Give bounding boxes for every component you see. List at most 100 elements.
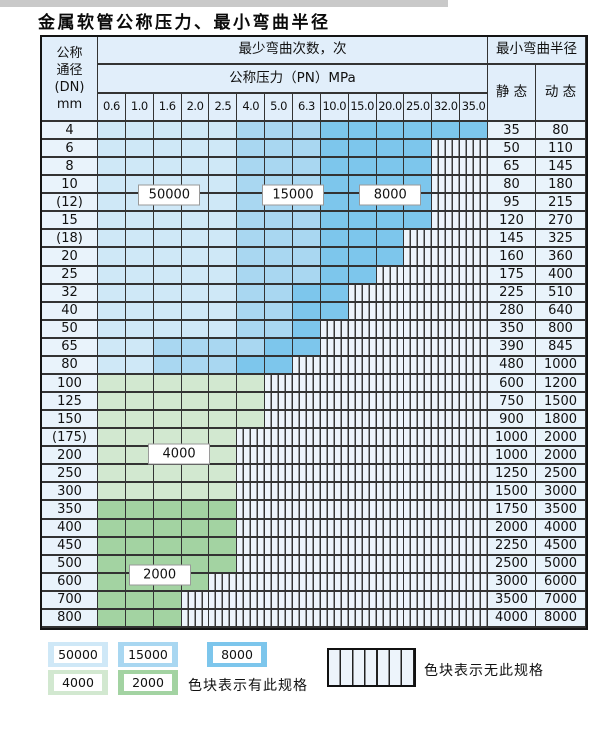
dynamic-radius-cell: 1800 bbox=[536, 411, 586, 430]
spec-cell bbox=[209, 194, 238, 213]
spec-cell bbox=[404, 212, 433, 231]
dynamic-radius-cell: 640 bbox=[536, 302, 586, 321]
spec-cell bbox=[320, 338, 349, 357]
spec-cell bbox=[293, 573, 321, 592]
spec-cell bbox=[265, 483, 293, 502]
spec-cell bbox=[237, 302, 266, 321]
spec-cell bbox=[348, 374, 377, 394]
static-radius-cell: 175 bbox=[488, 266, 536, 285]
static-radius-cell: 4000 bbox=[488, 609, 536, 628]
spec-cell bbox=[209, 122, 238, 141]
legend-swatch-15000: 15000 bbox=[118, 642, 178, 667]
spec-cell bbox=[265, 591, 293, 610]
spec-cell bbox=[293, 429, 321, 448]
spec-cell bbox=[460, 519, 488, 538]
dn-label: 300 bbox=[42, 483, 98, 502]
spec-cell bbox=[265, 573, 293, 592]
static-radius-cell: 900 bbox=[488, 411, 536, 430]
dn-label: 4 bbox=[42, 122, 98, 141]
spec-cell bbox=[181, 122, 210, 141]
spec-cell bbox=[348, 429, 377, 448]
static-radius-cell: 280 bbox=[488, 302, 536, 321]
spec-cell bbox=[265, 266, 293, 285]
spec-cell bbox=[320, 194, 349, 213]
spec-cell bbox=[404, 356, 433, 375]
spec-cell bbox=[265, 429, 293, 448]
legend-swatch-2000: 2000 bbox=[118, 670, 178, 695]
spec-cell bbox=[265, 158, 293, 177]
spec-cell bbox=[181, 356, 210, 375]
spec-cell bbox=[376, 266, 405, 285]
dynamic-radius-cell: 270 bbox=[536, 212, 586, 231]
dn-label: 8 bbox=[42, 158, 98, 177]
spec-cell bbox=[404, 122, 433, 141]
spec-cell bbox=[460, 447, 488, 466]
spec-cell bbox=[348, 519, 377, 538]
spec-cell bbox=[376, 158, 405, 177]
spec-cell bbox=[348, 248, 377, 267]
dynamic-radius-cell: 325 bbox=[536, 230, 586, 249]
pressure-tick: 5.0 bbox=[265, 94, 293, 122]
spec-cell bbox=[404, 555, 433, 574]
spec-cell bbox=[265, 140, 293, 159]
spec-cell bbox=[460, 483, 488, 502]
spec-cell bbox=[320, 212, 349, 231]
spec-cell bbox=[460, 465, 488, 484]
spec-cell bbox=[125, 338, 154, 357]
nominal-pressure-header: 公称压力（PN）MPa bbox=[98, 65, 488, 94]
spec-cell bbox=[376, 555, 405, 574]
spec-cell bbox=[293, 284, 321, 303]
spec-cell bbox=[98, 176, 126, 195]
spec-cell bbox=[348, 320, 377, 339]
spec-cell bbox=[237, 320, 266, 339]
spec-cell bbox=[209, 374, 238, 394]
spec-cell bbox=[404, 158, 433, 177]
dynamic-radius-cell: 1200 bbox=[536, 374, 586, 394]
spec-cell bbox=[293, 356, 321, 375]
spec-cell bbox=[404, 537, 433, 556]
cycle-count-label: 50000 bbox=[138, 184, 201, 206]
spec-cell bbox=[181, 537, 210, 556]
spec-cell bbox=[181, 140, 210, 159]
spec-cell bbox=[153, 537, 182, 556]
spec-cell bbox=[181, 483, 210, 502]
dynamic-radius-cell: 2000 bbox=[536, 429, 586, 448]
spec-cell bbox=[293, 374, 321, 394]
spec-cell bbox=[432, 501, 461, 520]
spec-cell bbox=[98, 194, 126, 213]
spec-cell bbox=[153, 374, 182, 394]
spec-cell bbox=[348, 140, 377, 159]
spec-cell bbox=[125, 122, 154, 141]
spec-cell bbox=[209, 212, 238, 231]
spec-cell bbox=[181, 465, 210, 484]
spec-cell bbox=[265, 338, 293, 357]
spec-cell bbox=[125, 356, 154, 375]
spec-cell bbox=[98, 230, 126, 249]
spec-cell bbox=[237, 212, 266, 231]
spec-cell bbox=[376, 447, 405, 466]
dynamic-column-header: 动 态 bbox=[536, 65, 586, 122]
spec-cell bbox=[376, 356, 405, 375]
spec-cell bbox=[460, 266, 488, 285]
spec-cell bbox=[125, 374, 154, 394]
spec-cell bbox=[293, 537, 321, 556]
spec-cell bbox=[460, 302, 488, 321]
spec-cell bbox=[265, 609, 293, 628]
spec-cell bbox=[209, 320, 238, 339]
spec-cell bbox=[181, 230, 210, 249]
spec-cell bbox=[320, 158, 349, 177]
spec-cell bbox=[348, 555, 377, 574]
spec-cell bbox=[181, 591, 210, 610]
spec-cell bbox=[432, 465, 461, 484]
spec-cell bbox=[432, 374, 461, 394]
spec-cell bbox=[404, 374, 433, 394]
spec-cell bbox=[432, 284, 461, 303]
spec-cell bbox=[404, 393, 433, 412]
spec-cell bbox=[265, 284, 293, 303]
spec-cell bbox=[404, 609, 433, 628]
spec-cell bbox=[181, 320, 210, 339]
spec-cell bbox=[348, 573, 377, 592]
spec-cell bbox=[460, 140, 488, 159]
spec-cell bbox=[265, 374, 293, 394]
spec-cell bbox=[153, 266, 182, 285]
